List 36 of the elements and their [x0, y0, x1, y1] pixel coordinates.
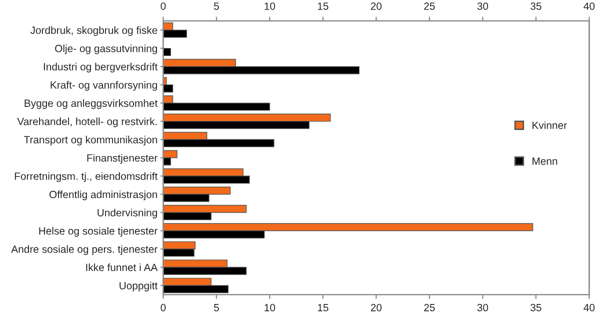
- x-tick-label: 10: [264, 304, 276, 312]
- legend-label: Kvinner: [532, 121, 567, 130]
- x2-tick-label: 10: [264, 2, 276, 10]
- y-tick-label: Undervisning: [98, 208, 157, 218]
- x-tick-label: 30: [477, 304, 488, 312]
- x-tick-label: 15: [318, 304, 328, 312]
- x-tick-label: 35: [530, 304, 542, 312]
- x2-tick-label: 20: [370, 2, 382, 10]
- x2-tick-label: 5: [214, 2, 219, 10]
- y-tick-label: Forretningsm. tj., eiendomsdrift: [14, 172, 158, 182]
- x-tick-label: 5: [214, 304, 219, 312]
- y-tick-label: Ikke funnet i AA: [86, 263, 158, 272]
- y-tick-label: Industri og bergverksdrift: [44, 62, 158, 72]
- legend-label: Menn: [532, 158, 558, 165]
- x-tick-label: 25: [424, 304, 435, 312]
- y-tick-label: Uoppgitt: [120, 282, 158, 292]
- x-tick-label: 40: [584, 304, 595, 312]
- y-tick-label: Andre sosiale og pers. tjenester: [11, 245, 158, 255]
- x-tick-label: 0: [160, 304, 166, 312]
- x2-tick-label: 35: [530, 2, 542, 10]
- bar: [163, 48, 172, 56]
- x2-tick-label: 30: [477, 2, 488, 10]
- y-tick-label: Bygge og anleggsvirksomhet: [24, 99, 158, 109]
- y-tick-label: Helse og sosiale tjenester: [39, 226, 158, 237]
- x2-tick-label: 15: [318, 2, 328, 10]
- y-tick-label: Varehandel, hotell- og restvirk.: [17, 118, 157, 128]
- y-tick-label: Olje- og gassutvinning: [55, 44, 157, 54]
- x-tick-label: 20: [370, 304, 382, 312]
- y-tick-label: Jordbruk, skogbruk og fiske: [30, 26, 158, 36]
- y-tick-label: Kraft- og vannforsyning: [50, 81, 157, 91]
- x2-tick-label: 40: [584, 2, 595, 10]
- y-tick-label: Finanstjenester: [87, 154, 158, 164]
- y-tick-label: Offentlig administrasjon: [49, 190, 157, 200]
- x2-tick-label: 0: [160, 2, 166, 10]
- y-tick-label: Transport og kommunikasjon: [24, 136, 157, 146]
- x2-tick-label: 25: [424, 2, 435, 10]
